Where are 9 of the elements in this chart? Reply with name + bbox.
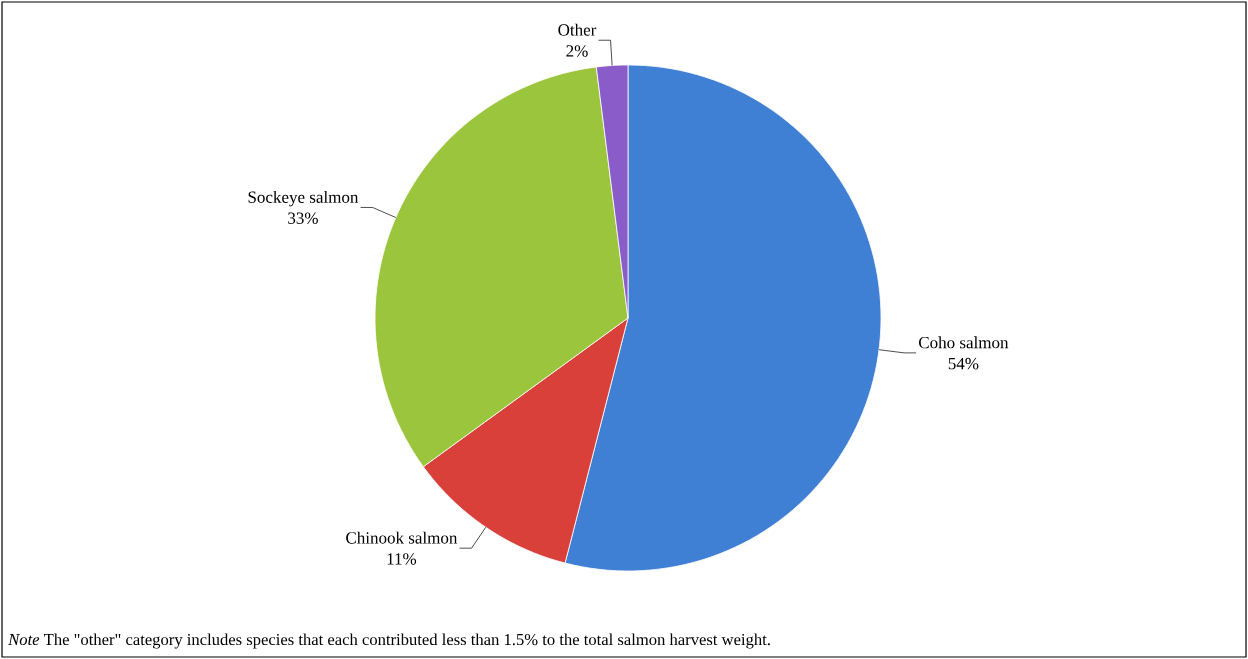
slice-label: Coho salmon bbox=[919, 336, 1009, 349]
data-label: 33% bbox=[288, 212, 318, 224]
data-label: 54% bbox=[948, 357, 979, 370]
data-label: 11% bbox=[387, 553, 417, 565]
slice-label: Sockeye salmon bbox=[248, 190, 359, 207]
text: Note The "other" category includes species that each contributed less than 1.5% to the total salmon harvest weight. bbox=[8, 633, 770, 649]
data-label: 2% bbox=[566, 45, 588, 57]
slice-label: Other bbox=[558, 23, 597, 36]
slice-label: Chinook salmon bbox=[346, 531, 458, 544]
